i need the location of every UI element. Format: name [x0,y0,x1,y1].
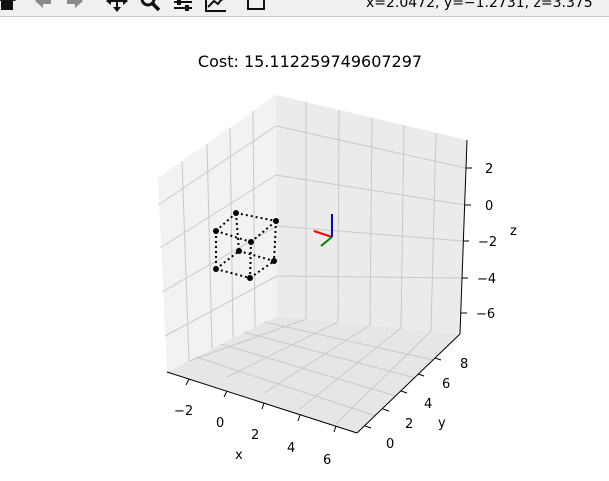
z-tick-marks [461,167,472,314]
cube-vertex [248,239,254,245]
axis-lines [166,139,468,434]
cube-edge [238,250,275,262]
z-tick-label: −4 [477,272,496,287]
x-tick-label: −2 [174,404,193,419]
edit-axes-button[interactable] [203,0,229,14]
cube-edge [235,212,240,252]
z-tick-label: 0 [485,199,493,214]
grid-floor [188,318,434,425]
grid-left-wall [157,110,278,362]
chart-title: Cost: 15.112259749607297 [197,52,423,71]
forward-button[interactable] [62,0,88,14]
x-tick-marks [185,378,337,433]
y-tick-label: 2 [405,417,413,432]
cube-vertex [233,210,239,216]
z-tick-label: −6 [476,307,495,322]
frame-y-axis [320,236,333,247]
cube-edge [273,220,277,262]
x-tick-label: 2 [251,428,259,443]
arrow-left-icon [35,0,51,8]
cube-vertex [213,228,219,234]
toolbar: x=2.0472, y=−1.2731, z=3.375 [0,0,609,17]
configure-subplots-button[interactable] [170,0,196,14]
cube-edge [215,230,252,243]
frame-x-axis [313,230,333,238]
cube-vertex [213,266,219,272]
back-button[interactable] [30,0,56,14]
z-tick-label: −2 [478,235,497,250]
y-tick-labels: 0 2 4 6 8 [386,357,468,452]
3d-plot-area[interactable]: −2 0 2 4 6 x 0 2 4 6 8 y 2 0 −2 −4 −6 z [0,17,609,481]
floppy-disk-icon [247,0,265,10]
chart-edit-icon [205,0,226,12]
cube-vertex [247,275,253,281]
x-tick-label: 6 [323,453,331,468]
sliders-icon [174,0,192,11]
cube-vertex [273,218,279,224]
z-tick-label: 2 [485,162,493,177]
y-tick-marks [364,357,442,429]
z-axis-label: z [510,224,517,239]
grid-back-wall [275,102,467,332]
save-button[interactable] [243,0,269,14]
cube-vertices [213,210,279,281]
y-tick-label: 6 [442,377,450,392]
coordinate-readout: x=2.0472, y=−1.2731, z=3.375 [366,0,593,11]
y-tick-label: 8 [460,357,468,372]
home-button[interactable] [0,0,20,14]
cube-edge [215,268,251,279]
coordinate-frame [313,214,333,247]
y-axis-label: y [438,416,446,431]
pan-button[interactable] [104,0,130,14]
home-icon [0,0,16,10]
cube-edge [249,241,252,279]
cube-edge [250,220,277,243]
x-tick-labels: −2 0 2 4 6 [174,404,331,468]
y-tick-label: 0 [386,437,394,452]
arrow-right-icon [67,0,83,8]
y-axis-line [356,333,461,434]
cube-edge [235,212,277,222]
move-icon [106,0,128,12]
x-axis-line [166,371,358,434]
x-axis-label: x [235,448,243,463]
cube-vertex [236,248,242,254]
y-tick-label: 4 [424,397,432,412]
zoom-button[interactable] [137,0,163,14]
x-tick-label: 4 [287,441,295,456]
dotted-cube [215,212,277,279]
z-axis-line [459,139,468,335]
cube-vertex [271,258,277,264]
x-tick-label: 0 [216,416,224,431]
z-tick-labels: 2 0 −2 −4 −6 [476,162,497,322]
magnifier-icon [140,0,161,12]
